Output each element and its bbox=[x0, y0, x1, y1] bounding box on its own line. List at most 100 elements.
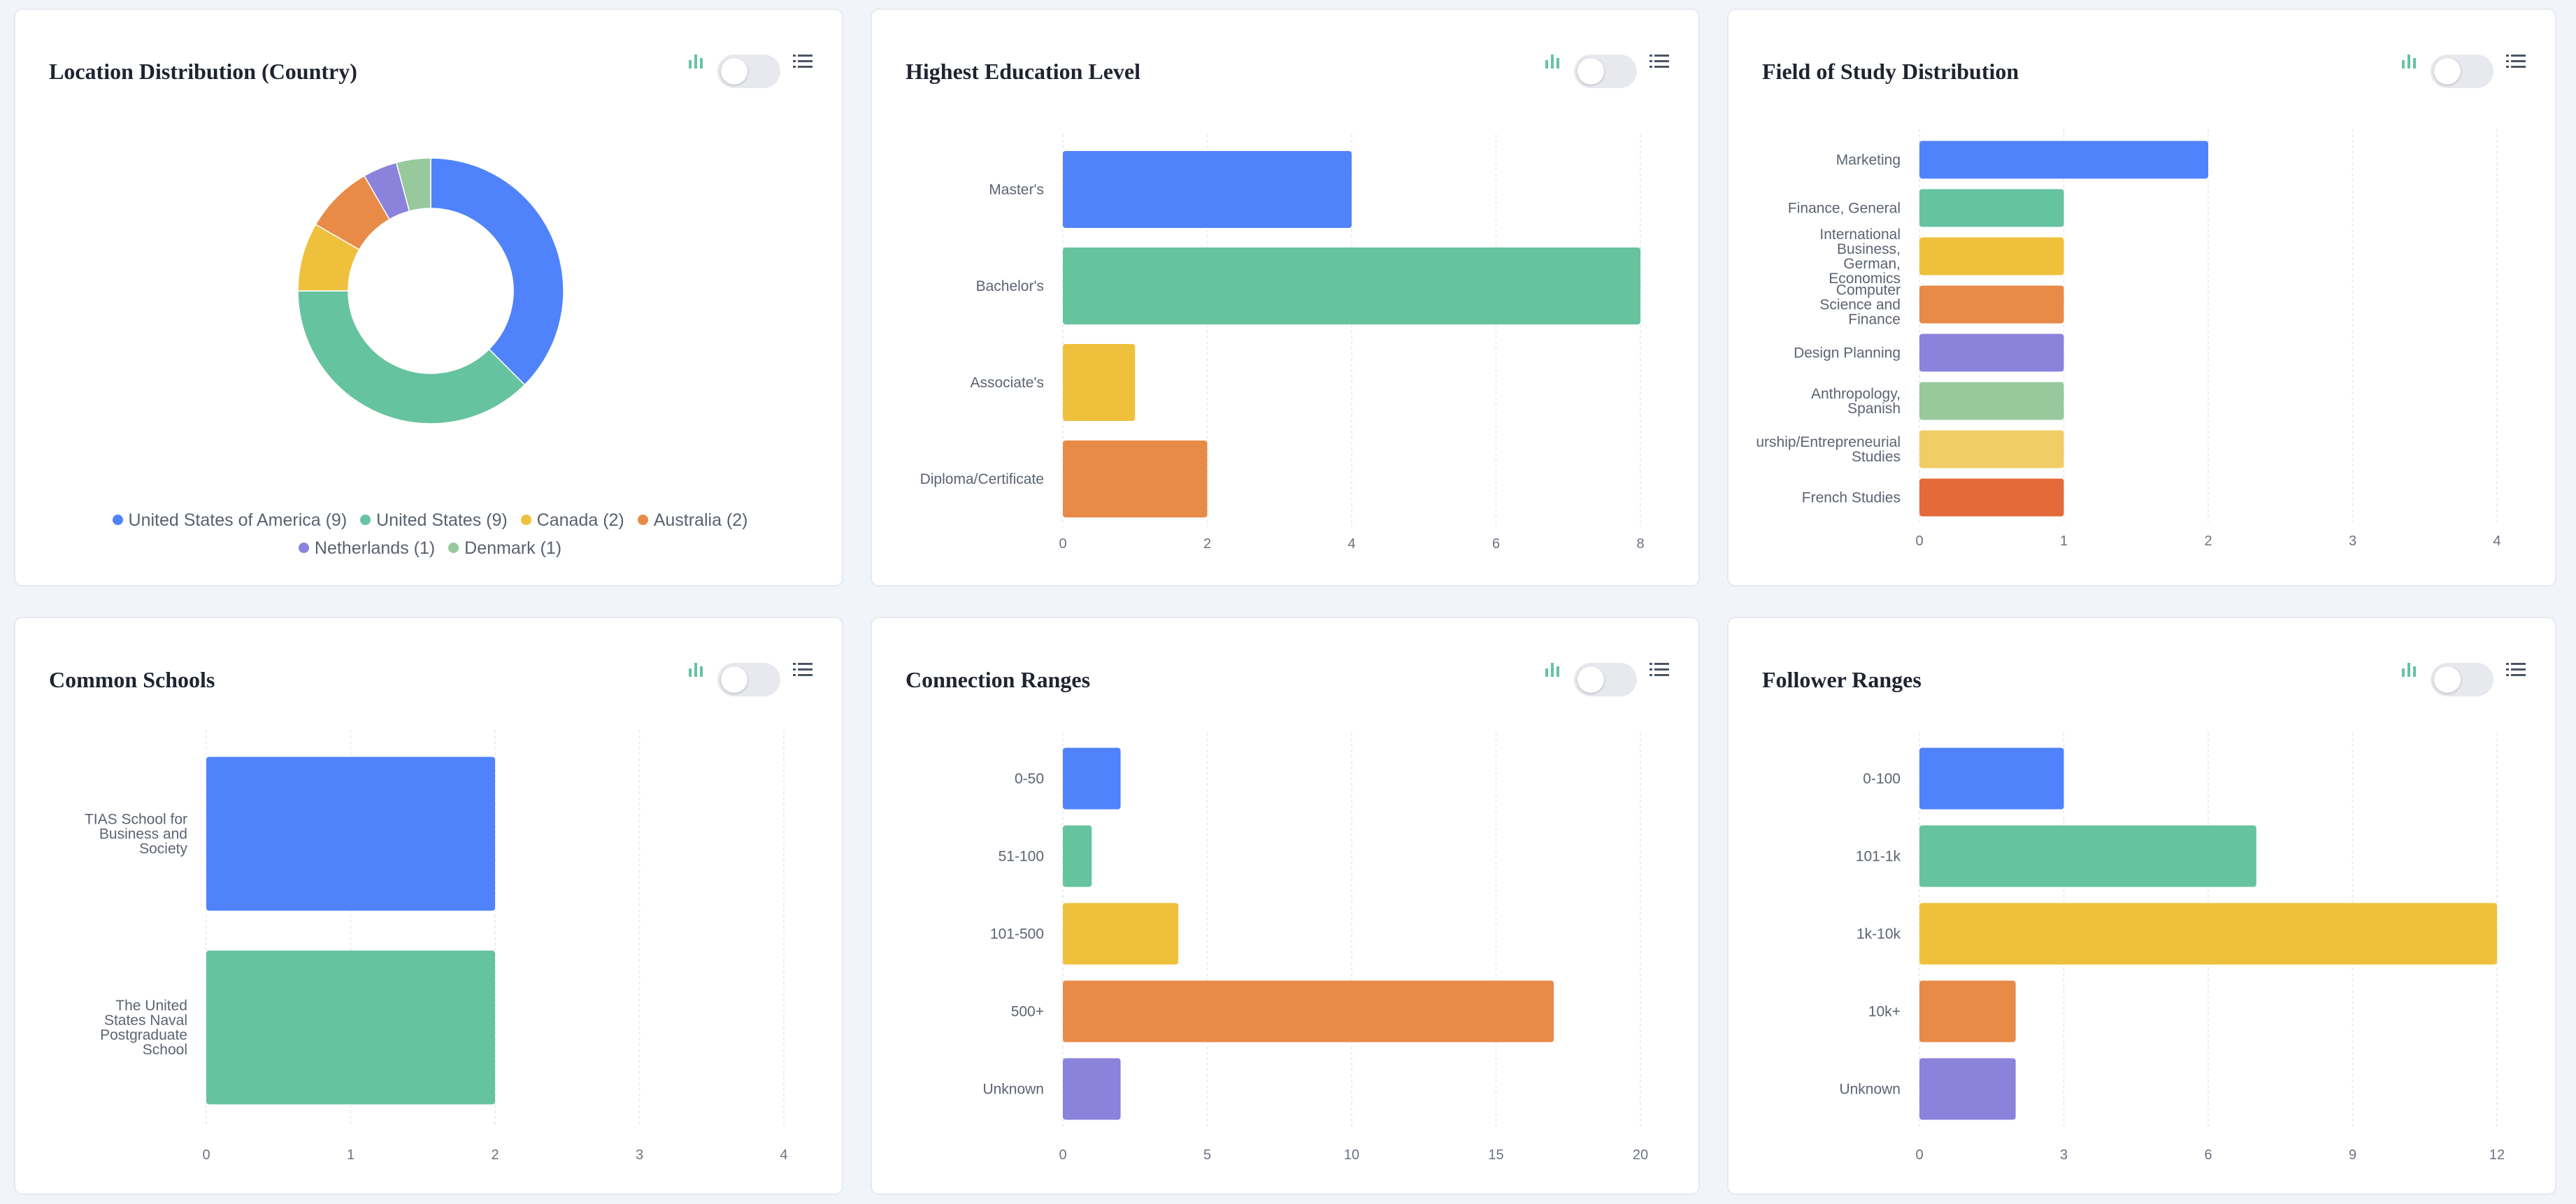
bar-chart-icon[interactable] bbox=[687, 660, 705, 678]
bar-chart-icon[interactable] bbox=[687, 52, 705, 70]
bar-chart-icon[interactable] bbox=[1543, 660, 1561, 678]
card-title: Location Distribution (Country) bbox=[49, 59, 357, 84]
bar[interactable] bbox=[1063, 1058, 1121, 1120]
bar[interactable] bbox=[1919, 189, 2064, 227]
bar[interactable] bbox=[1063, 151, 1352, 228]
category-label: TIAS School for Business and Society bbox=[85, 812, 188, 857]
list-icon[interactable] bbox=[1650, 53, 1669, 70]
x-tick-label: 12 bbox=[2489, 1147, 2505, 1163]
view-toggle[interactable] bbox=[717, 663, 780, 696]
x-tick-label: 2 bbox=[1203, 536, 1211, 552]
legend-label: Denmark (1) bbox=[464, 538, 562, 558]
bar[interactable] bbox=[1063, 825, 1092, 887]
x-tick-label: 3 bbox=[2349, 533, 2356, 549]
category-label: International Business, German, Economics bbox=[1819, 227, 1901, 287]
legend-row: United States of America (9) United Stat… bbox=[57, 506, 803, 534]
card-location-distribution: Location Distribution (Country) United S… bbox=[14, 8, 843, 587]
category-label: Master's bbox=[989, 182, 1044, 198]
legend-row: Netherlands (1) Denmark (1) bbox=[57, 534, 803, 562]
x-tick-label: 3 bbox=[2060, 1147, 2068, 1163]
bar[interactable] bbox=[1063, 980, 1554, 1042]
category-label: 1k-10k bbox=[1856, 926, 1901, 943]
view-toggle[interactable] bbox=[717, 55, 780, 88]
card-field-of-study: Field of Study Distribution 0 1 2 3 4 Marketi… bbox=[1727, 8, 2556, 587]
bar[interactable] bbox=[1063, 344, 1136, 421]
list-icon[interactable] bbox=[793, 53, 813, 70]
bar-chart-icon[interactable] bbox=[2400, 660, 2418, 678]
legend-swatch bbox=[112, 514, 123, 525]
bar[interactable] bbox=[1919, 141, 2208, 179]
x-tick-label: 0 bbox=[1059, 536, 1066, 552]
bar-chart-icon[interactable] bbox=[2400, 52, 2418, 70]
bar-chart-icon[interactable] bbox=[1543, 52, 1561, 70]
chart-legend: United States of America (9) United Stat… bbox=[57, 506, 803, 562]
bar[interactable] bbox=[1919, 285, 2064, 324]
legend-label: United States of America (9) bbox=[128, 510, 348, 530]
bar[interactable] bbox=[1919, 903, 2497, 965]
bar[interactable] bbox=[1919, 1058, 2016, 1120]
card-highest-education: Highest Education Level 0 2 4 6 8 Master's Bac… bbox=[871, 8, 1700, 587]
category-label: Diploma/Certificate bbox=[920, 471, 1044, 487]
bar[interactable] bbox=[1919, 747, 2064, 810]
bar[interactable] bbox=[206, 757, 495, 911]
bar[interactable] bbox=[1063, 248, 1640, 324]
pie-slice[interactable] bbox=[297, 290, 526, 424]
list-icon[interactable] bbox=[2506, 53, 2526, 70]
x-tick-label: 6 bbox=[1492, 536, 1500, 552]
x-tick-label: 0 bbox=[202, 1147, 210, 1163]
bar[interactable] bbox=[1063, 440, 1208, 517]
legend-swatch bbox=[637, 514, 648, 525]
legend-label: Australia (2) bbox=[653, 510, 748, 530]
category-label: The United States Naval Postgraduate School bbox=[100, 998, 187, 1058]
bar[interactable] bbox=[206, 950, 495, 1105]
x-tick-label: 4 bbox=[2493, 533, 2500, 549]
bar[interactable] bbox=[1919, 825, 2256, 887]
bar[interactable] bbox=[1919, 478, 2064, 517]
card-connection-ranges: Connection Ranges 0 5 10 15 20 0-50 51-100 101-… bbox=[871, 617, 1700, 1195]
legend-item[interactable]: Netherlands (1) bbox=[298, 534, 435, 562]
bar[interactable] bbox=[1919, 382, 2064, 420]
view-toggle[interactable] bbox=[2431, 663, 2493, 696]
bar-chart: 0 1 2 3 4 TIAS School for Business and Society T… bbox=[85, 730, 788, 1163]
bar[interactable] bbox=[1919, 980, 2016, 1042]
category-label: 10k+ bbox=[1868, 1004, 1901, 1020]
list-icon[interactable] bbox=[793, 661, 813, 678]
bar[interactable] bbox=[1919, 334, 2064, 372]
bar[interactable] bbox=[1919, 237, 2064, 275]
view-toggle[interactable] bbox=[2431, 55, 2493, 88]
bar-chart: 0 2 4 6 8 Master's Bachelor's Associate's Diplom… bbox=[920, 134, 1645, 552]
bar[interactable] bbox=[1063, 747, 1121, 810]
view-toggle[interactable] bbox=[1574, 55, 1637, 88]
card-title: Connection Ranges bbox=[906, 667, 1091, 692]
category-label: 0-50 bbox=[1015, 771, 1044, 787]
category-label: urship/Entrepreneurial Studies bbox=[1756, 434, 1901, 465]
x-tick-label: 0 bbox=[1059, 1147, 1066, 1163]
legend-swatch bbox=[298, 542, 309, 553]
legend-item[interactable]: United States (9) bbox=[360, 506, 508, 534]
category-label: Unknown bbox=[1839, 1082, 1901, 1098]
pie-slice[interactable] bbox=[430, 157, 564, 386]
toggle-knob bbox=[721, 666, 747, 693]
bar[interactable] bbox=[1919, 430, 2064, 468]
toggle-knob bbox=[1577, 666, 1604, 693]
view-toggle[interactable] bbox=[1574, 663, 1637, 696]
x-tick-label: 2 bbox=[491, 1147, 499, 1163]
bar[interactable] bbox=[1063, 903, 1179, 965]
toggle-knob bbox=[2434, 58, 2461, 85]
category-label: French Studies bbox=[1802, 490, 1901, 506]
legend-item[interactable]: United States of America (9) bbox=[112, 506, 348, 534]
legend-label: United States (9) bbox=[376, 510, 508, 530]
x-tick-label: 1 bbox=[347, 1147, 355, 1163]
pie-slice[interactable] bbox=[395, 157, 431, 212]
x-tick-label: 15 bbox=[1488, 1147, 1503, 1163]
category-label: Computer Science and Finance bbox=[1819, 282, 1901, 328]
legend-item[interactable]: Denmark (1) bbox=[448, 534, 561, 562]
legend-item[interactable]: Australia (2) bbox=[637, 506, 748, 534]
legend-item[interactable]: Canada (2) bbox=[520, 506, 624, 534]
list-icon[interactable] bbox=[1650, 661, 1669, 678]
list-icon[interactable] bbox=[2506, 661, 2526, 678]
legend-swatch bbox=[360, 514, 371, 525]
category-label: 101-500 bbox=[990, 926, 1044, 943]
bar-chart: 0 3 6 9 12 0-100 101-1k 1k-10k 10k+ Unknown bbox=[1839, 733, 2505, 1163]
x-tick-label: 6 bbox=[2204, 1147, 2212, 1163]
